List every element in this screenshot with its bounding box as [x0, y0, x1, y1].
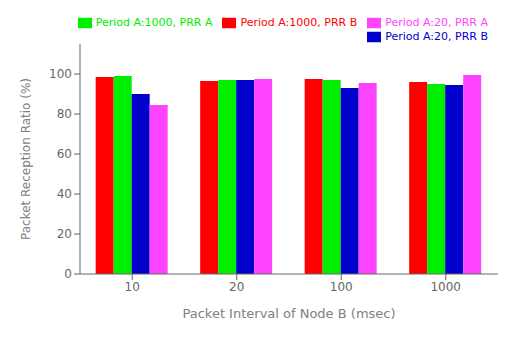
svg-text:Packet Interval of Node B (mse: Packet Interval of Node B (msec): [182, 306, 395, 321]
svg-text:100: 100: [49, 67, 72, 81]
svg-text:Packet Reception Ratio (%): Packet Reception Ratio (%): [19, 78, 33, 240]
html-text:Period A:20, PRR A: Period A:20, PRR A: [385, 16, 488, 29]
html-text:Period A:1000, PRR A: Period A:1000, PRR A: [95, 16, 213, 29]
svg-text:60: 60: [57, 147, 72, 161]
svg-text:20: 20: [57, 227, 72, 241]
svg-text:20: 20: [229, 280, 244, 294]
svg-text:80: 80: [57, 107, 72, 121]
svg-text:40: 40: [57, 187, 72, 201]
html-text:Period A:1000, PRR B: Period A:1000, PRR B: [240, 16, 358, 29]
html-text:Period A:20, PRR B: Period A:20, PRR B: [385, 30, 488, 43]
svg-text:10: 10: [125, 280, 140, 294]
svg-text:0: 0: [64, 267, 72, 281]
svg-text:1000: 1000: [430, 280, 461, 294]
svg-text:100: 100: [330, 280, 353, 294]
